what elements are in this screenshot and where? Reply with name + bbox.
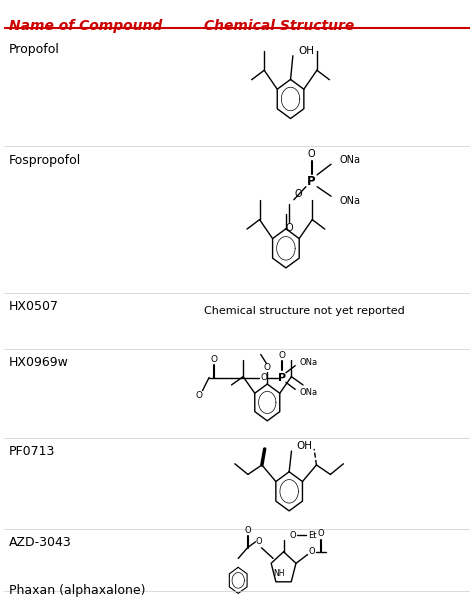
Text: P: P: [278, 373, 286, 383]
Text: O: O: [261, 373, 267, 382]
Text: Chemical structure not yet reported: Chemical structure not yet reported: [204, 307, 405, 317]
Text: O: O: [318, 529, 324, 538]
Text: HX0969w: HX0969w: [9, 356, 69, 369]
Text: AZD-3043: AZD-3043: [9, 535, 72, 549]
Text: O: O: [308, 149, 315, 159]
Text: NH: NH: [273, 569, 285, 578]
Text: Chemical Structure: Chemical Structure: [204, 19, 355, 33]
Text: HX0507: HX0507: [9, 300, 59, 314]
Text: ONa: ONa: [340, 155, 361, 165]
Text: O: O: [278, 351, 285, 360]
Text: Et: Et: [308, 531, 317, 540]
Text: O: O: [264, 363, 271, 372]
Text: OH: OH: [298, 46, 314, 56]
Text: O: O: [256, 537, 263, 546]
Text: O: O: [244, 526, 251, 535]
Text: ONa: ONa: [340, 196, 361, 206]
Text: Fospropofol: Fospropofol: [9, 153, 81, 166]
Text: O: O: [309, 547, 315, 556]
Text: O: O: [290, 531, 296, 540]
Text: Name of Compound: Name of Compound: [9, 19, 162, 33]
Text: ONa: ONa: [299, 388, 317, 397]
Text: OH: OH: [297, 441, 312, 451]
Text: Phaxan (alphaxalone): Phaxan (alphaxalone): [9, 584, 146, 597]
Text: ONa: ONa: [299, 358, 317, 367]
Text: Propofol: Propofol: [9, 43, 60, 56]
Text: O: O: [210, 355, 217, 364]
Text: O: O: [285, 223, 293, 233]
Text: PF0713: PF0713: [9, 445, 55, 457]
Text: O: O: [195, 391, 202, 400]
Text: O: O: [295, 189, 302, 199]
Text: P: P: [307, 175, 316, 189]
